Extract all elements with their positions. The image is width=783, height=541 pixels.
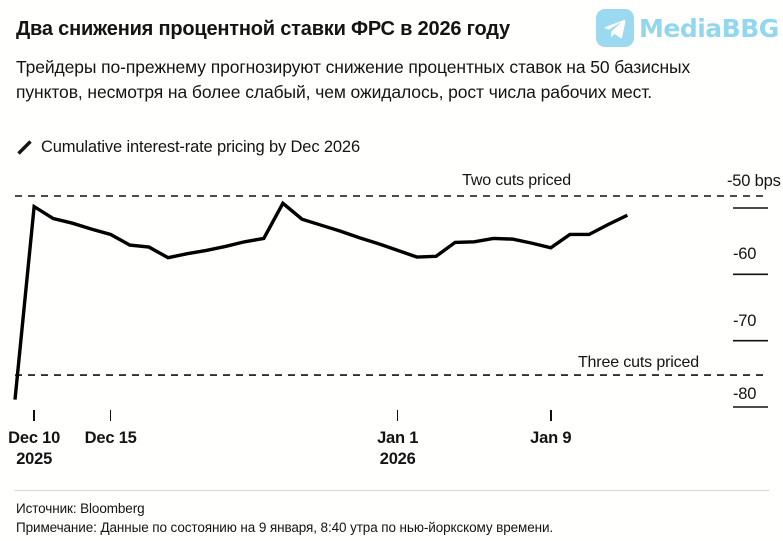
line-chart-svg — [13, 195, 768, 408]
watermark: MediaBBG — [596, 9, 779, 47]
x-axis-tick-label: Jan 1 2026 — [338, 429, 458, 469]
chart-subtitle: Трейдеры по-прежнему прогнозируют снижен… — [16, 57, 691, 102]
note-text: Примечание: Данные по состоянию на 9 янв… — [16, 520, 554, 535]
x-axis-tick-label: Jan 9 — [491, 429, 611, 448]
x-axis-tick-label: Dec 15 — [51, 429, 171, 448]
y-axis-tick-label: -80 — [733, 385, 757, 403]
x-axis-tick — [109, 410, 112, 421]
chart-legend: Cumulative interest-rate pricing by Dec … — [16, 138, 360, 157]
x-axis-tick-label-main: Jan 9 — [530, 429, 572, 447]
line-series-icon — [16, 139, 33, 156]
x-axis-tick — [549, 410, 552, 421]
x-axis-tick-label-main: Jan 1 — [377, 429, 419, 447]
x-axis-tick-label: Dec 10 2025 — [0, 429, 94, 469]
y-axis-tick-label: -50 bps — [727, 172, 781, 190]
chart-plot-area — [0, 165, 783, 415]
source-text: Источник: Bloomberg — [16, 501, 145, 516]
watermark-label: MediaBBG — [639, 13, 779, 43]
x-axis-tick — [33, 410, 35, 421]
x-axis-tick — [396, 410, 399, 421]
x-axis-tick-label-year: 2025 — [16, 450, 53, 468]
data-line-series — [13, 200, 629, 400]
chart-footer: Источник: Bloomberg Примечание: Данные п… — [16, 499, 553, 537]
footer-divider — [14, 490, 769, 491]
x-axis-tick-label-main: Dec 15 — [84, 429, 137, 447]
reference-label-two-cuts: Two cuts priced — [462, 172, 571, 189]
reference-label-three-cuts: Three cuts priced — [577, 354, 699, 371]
legend-label-series: Cumulative interest-rate pricing by Dec … — [41, 138, 360, 156]
y-axis-tick-label: -70 — [733, 312, 757, 330]
y-axis-tick-label: -60 — [733, 245, 757, 263]
x-axis-tick-label-year: 2026 — [379, 450, 416, 468]
telegram-icon — [596, 9, 634, 47]
page-title: Два снижения процентной ставки ФРС в 202… — [16, 18, 510, 40]
x-axis-tick-label-main: Dec 10 — [8, 429, 61, 447]
